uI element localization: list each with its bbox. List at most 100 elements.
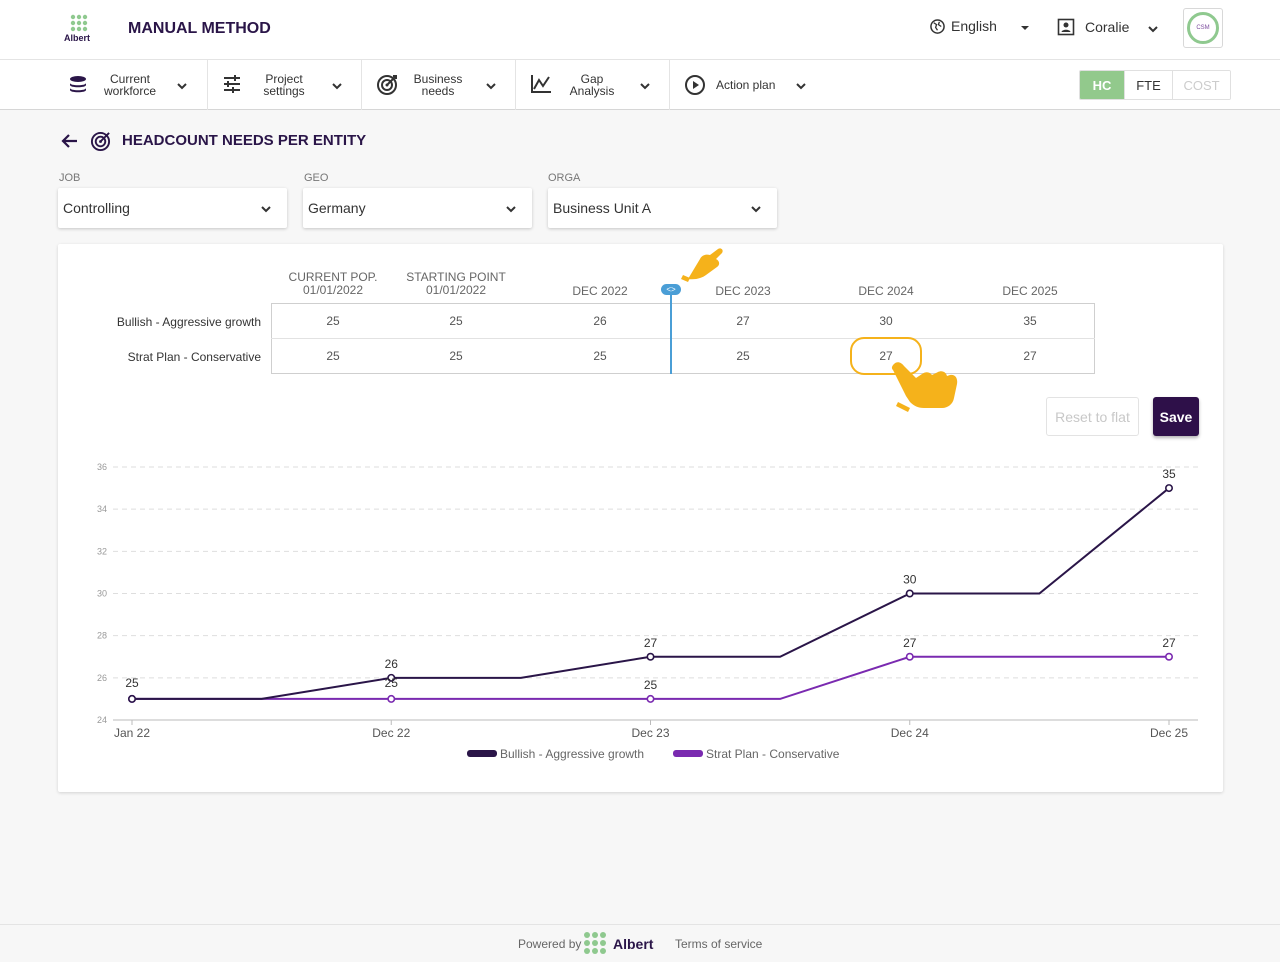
table-cell[interactable]: 25 bbox=[449, 349, 463, 363]
chevron-down-icon[interactable] bbox=[638, 79, 652, 93]
nav-label: Business needs bbox=[413, 72, 463, 98]
data-label: 35 bbox=[1162, 467, 1176, 481]
nav-business-needs[interactable]: Business needs bbox=[362, 60, 516, 110]
toggle-cost[interactable]: COST bbox=[1172, 71, 1230, 99]
nav-gap-analysis[interactable]: Gap Analysis bbox=[516, 60, 670, 110]
data-point bbox=[905, 652, 914, 661]
table-cell[interactable]: 35 bbox=[1023, 314, 1037, 328]
cell-highlight-ring bbox=[850, 337, 922, 375]
unit-toggle: HC FTE COST bbox=[1079, 70, 1231, 100]
row-divider bbox=[271, 338, 1095, 339]
data-point bbox=[646, 694, 655, 703]
caret-down-icon[interactable] bbox=[1019, 22, 1031, 34]
x-tick-label: Dec 22 bbox=[372, 726, 410, 740]
terms-of-service-link[interactable]: Terms of service bbox=[675, 937, 763, 951]
save-button[interactable]: Save bbox=[1153, 397, 1199, 436]
avatar[interactable]: CSM bbox=[1183, 8, 1223, 48]
play-circle-icon bbox=[685, 75, 705, 95]
user-badge-icon bbox=[1057, 18, 1075, 36]
geo-select[interactable]: Germany bbox=[303, 188, 532, 228]
data-point bbox=[387, 673, 396, 682]
column-header: CURRENT POP. 01/01/2022 bbox=[288, 270, 378, 297]
nav-label: Action plan bbox=[716, 78, 776, 92]
albert-logo-icon[interactable] bbox=[62, 12, 96, 46]
language-selector[interactable]: English bbox=[930, 18, 997, 34]
data-label: 25 bbox=[125, 676, 139, 690]
x-tick-label: Jan 22 bbox=[114, 726, 150, 740]
table-cell[interactable]: 27 bbox=[736, 314, 750, 328]
x-tick-label: Dec 25 bbox=[1150, 726, 1188, 740]
table-cell[interactable]: 25 bbox=[449, 314, 463, 328]
data-label: 25 bbox=[385, 676, 399, 690]
legend-label: Bullish - Aggressive growth bbox=[500, 747, 644, 761]
headcount-card bbox=[58, 244, 1223, 792]
avatar-circle: CSM bbox=[1187, 12, 1219, 44]
table-cell: 25 bbox=[326, 314, 340, 328]
y-tick-label: 28 bbox=[97, 631, 107, 641]
main-nav: Current workforce Project settings Busines… bbox=[0, 60, 1280, 110]
job-select-value: Controlling bbox=[63, 200, 130, 216]
x-tick-label: Dec 24 bbox=[891, 726, 929, 740]
chevron-down-icon[interactable] bbox=[1146, 22, 1160, 36]
chevron-down-icon bbox=[751, 206, 761, 213]
nav-label: Project settings bbox=[263, 72, 305, 98]
data-point bbox=[387, 694, 396, 703]
chevron-down-icon[interactable] bbox=[175, 79, 189, 93]
data-label: 25 bbox=[644, 678, 658, 692]
toggle-hc[interactable]: HC bbox=[1080, 71, 1124, 99]
nav-project-settings[interactable]: Project settings bbox=[208, 60, 362, 110]
data-label: 27 bbox=[644, 636, 658, 650]
nav-action-plan[interactable]: Action plan bbox=[670, 60, 820, 110]
data-point bbox=[128, 694, 137, 703]
table-cell[interactable]: 26 bbox=[593, 314, 607, 328]
chevron-down-icon bbox=[261, 206, 271, 213]
job-select[interactable]: Controlling bbox=[58, 188, 287, 228]
chart-icon bbox=[531, 75, 551, 93]
divider-drag-handle[interactable]: <> bbox=[661, 284, 681, 295]
legend-swatch bbox=[467, 750, 497, 757]
filter-label-job: JOB bbox=[59, 172, 81, 184]
data-label: 30 bbox=[903, 573, 917, 587]
column-header: DEC 2023 bbox=[715, 284, 771, 298]
globe-icon bbox=[930, 18, 945, 34]
table-cell-highlighted[interactable]: 27 bbox=[879, 349, 893, 363]
orga-select[interactable]: Business Unit A bbox=[548, 188, 777, 228]
geo-select-value: Germany bbox=[308, 200, 366, 216]
chevron-down-icon[interactable] bbox=[484, 79, 498, 93]
sliders-icon bbox=[224, 75, 240, 93]
chevron-down-icon[interactable] bbox=[330, 79, 344, 93]
row-label: Bullish - Aggressive growth bbox=[116, 315, 261, 329]
layers-icon bbox=[70, 76, 86, 93]
data-point bbox=[646, 652, 655, 661]
table-cell[interactable]: 27 bbox=[1023, 349, 1037, 363]
legend-swatch bbox=[673, 750, 703, 757]
y-tick-label: 24 bbox=[97, 715, 107, 725]
footer bbox=[0, 924, 1280, 962]
table-cell[interactable]: 30 bbox=[879, 314, 893, 328]
filter-label-orga: ORGA bbox=[548, 172, 581, 184]
footer-brand: Albert bbox=[613, 936, 654, 952]
chevron-down-icon bbox=[506, 206, 516, 213]
pointing-hand-icon bbox=[681, 248, 723, 282]
filter-label-geo: GEO bbox=[304, 172, 329, 184]
column-header: DEC 2024 bbox=[858, 284, 914, 298]
period-divider[interactable] bbox=[670, 289, 672, 374]
user-name: Coralie bbox=[1085, 19, 1130, 35]
page-title: HEADCOUNT NEEDS PER ENTITY bbox=[122, 132, 367, 149]
legend-label: Strat Plan - Conservative bbox=[706, 747, 840, 761]
nav-current-workforce[interactable]: Current workforce bbox=[58, 60, 208, 110]
table-cell[interactable]: 25 bbox=[736, 349, 750, 363]
data-label: 27 bbox=[1162, 636, 1176, 650]
data-point bbox=[905, 589, 914, 598]
user-menu[interactable]: Coralie bbox=[1057, 18, 1129, 36]
reset-to-flat-button[interactable]: Reset to flat bbox=[1046, 397, 1139, 436]
toggle-fte[interactable]: FTE bbox=[1124, 71, 1172, 99]
column-header: DEC 2022 bbox=[572, 284, 628, 298]
back-arrow-icon[interactable] bbox=[60, 131, 80, 151]
column-header: STARTING POINT 01/01/2022 bbox=[406, 270, 506, 297]
data-point bbox=[1165, 484, 1174, 493]
table-cell[interactable]: 25 bbox=[593, 349, 607, 363]
app-title: MANUAL METHOD bbox=[128, 20, 271, 37]
chevron-down-icon[interactable] bbox=[794, 79, 808, 93]
